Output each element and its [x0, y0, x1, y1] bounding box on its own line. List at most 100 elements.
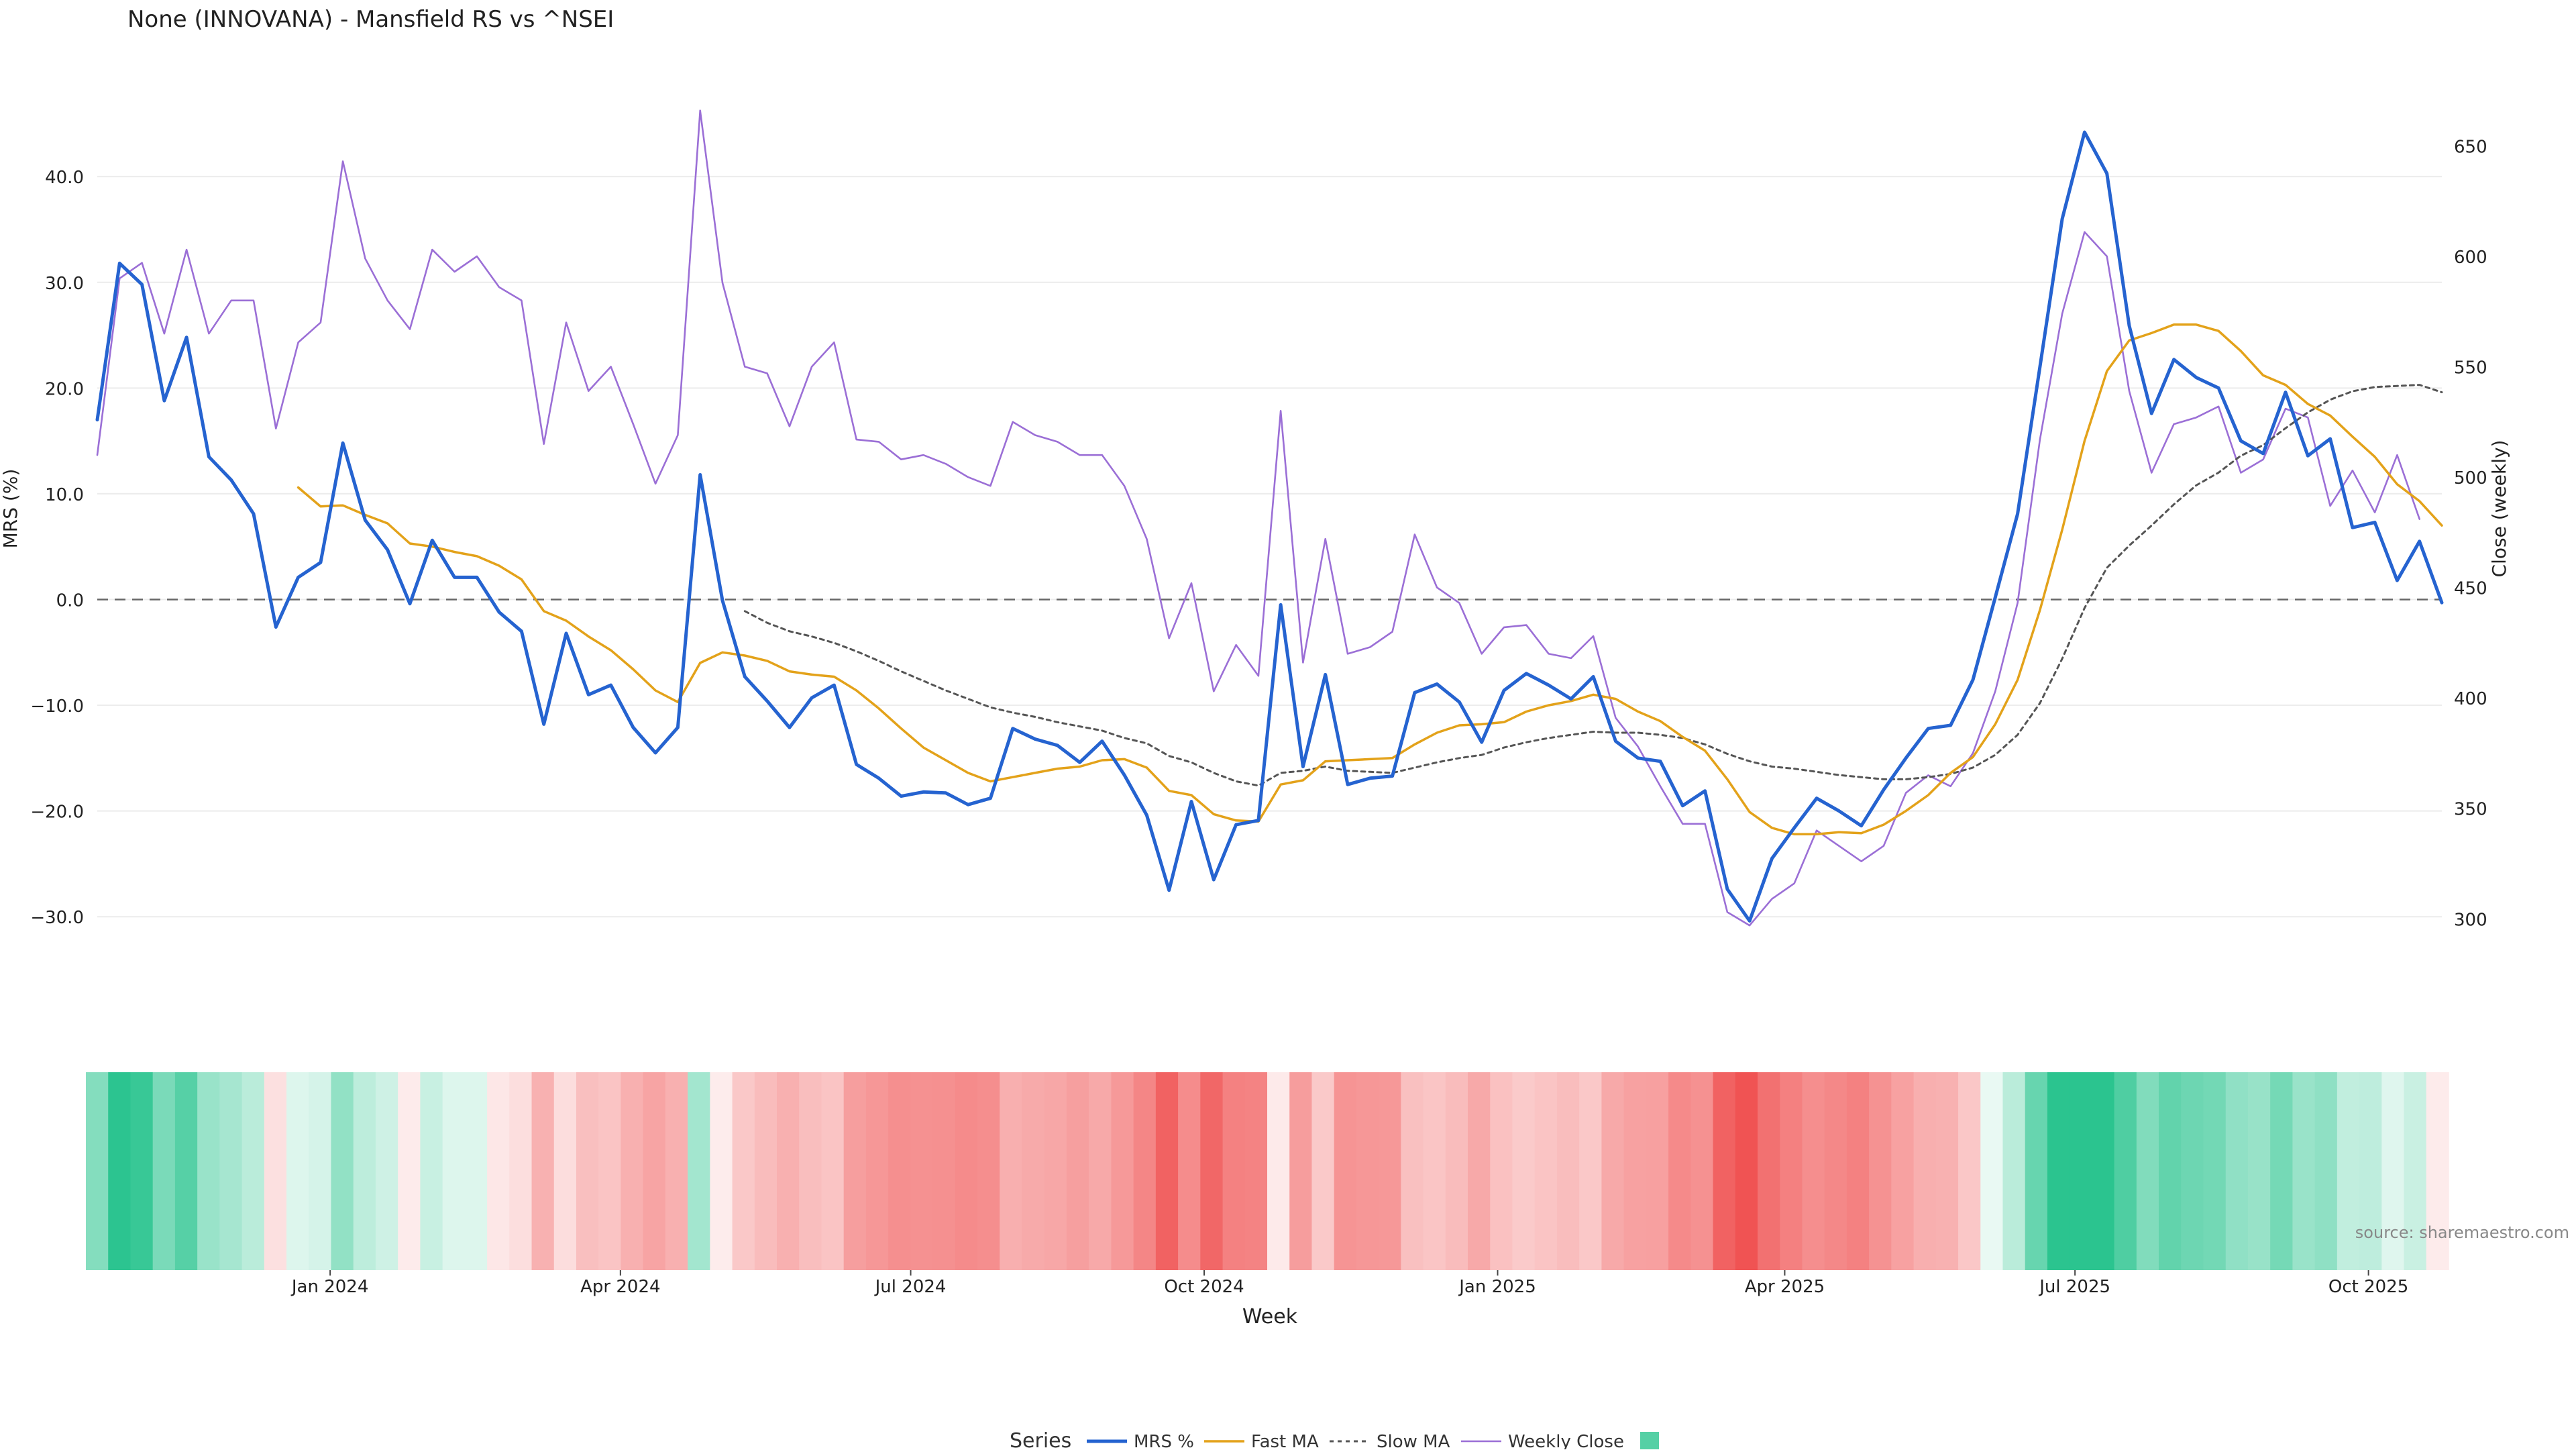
- heatmap-cell: [1980, 1072, 2004, 1270]
- y-tick-label: 10.0: [45, 485, 84, 505]
- heatmap-cell: [1802, 1072, 1825, 1270]
- x-tick-label: Apr 2024: [580, 1277, 660, 1297]
- heatmap-cell: [2047, 1072, 2070, 1270]
- heatmap-cell: [1579, 1072, 1603, 1270]
- heatmap-cell: [1735, 1072, 1758, 1270]
- heatmap-cell: [1267, 1072, 1291, 1270]
- y-tick-label: −10.0: [30, 696, 84, 717]
- heatmap-cell: [331, 1072, 354, 1270]
- y2-tick-label: 300: [2454, 910, 2487, 930]
- heatmap-cell: [2070, 1072, 2093, 1270]
- heatmap-cell: [2159, 1072, 2182, 1270]
- heatmap-cell: [309, 1072, 332, 1270]
- y-axis-label: MRS (%): [0, 469, 21, 549]
- heatmap-cell: [2136, 1072, 2159, 1270]
- heatmap-cell: [375, 1072, 398, 1270]
- heatmap-cell: [2025, 1072, 2048, 1270]
- x-tick-label: Jan 2024: [290, 1277, 369, 1297]
- heatmap-cell: [509, 1072, 533, 1270]
- heatmap-cell: [197, 1072, 221, 1270]
- y2-axis-label: Close (weekly): [2488, 440, 2510, 578]
- heatmap-cell: [643, 1072, 666, 1270]
- x-tick-label: Apr 2025: [1745, 1277, 1825, 1297]
- heatmap-cell: [1200, 1072, 1224, 1270]
- heatmap-cell: [464, 1072, 488, 1270]
- heatmap-cell: [2404, 1072, 2427, 1270]
- heatmap-cell: [1423, 1072, 1446, 1270]
- heatmap-cell: [130, 1072, 154, 1270]
- heatmap-cell: [1133, 1072, 1157, 1270]
- heatmap-cell: [665, 1072, 688, 1270]
- y-tick-label: −20.0: [30, 802, 84, 823]
- heatmap-cell: [1846, 1072, 1870, 1270]
- heatmap-cell: [1222, 1072, 1246, 1270]
- heatmap-cell: [1780, 1072, 1803, 1270]
- legend-title: Series: [1010, 1429, 1071, 1449]
- heatmap-cell: [1757, 1072, 1781, 1270]
- heatmap-cell: [86, 1072, 109, 1270]
- heatmap-cell: [2181, 1072, 2204, 1270]
- heatmap-cell: [2203, 1072, 2226, 1270]
- heatmap-cell: [1958, 1072, 1982, 1270]
- heatmap-cell: [1311, 1072, 1335, 1270]
- heatmap-cell: [1690, 1072, 1714, 1270]
- heatmap-cell: [1244, 1072, 1268, 1270]
- y-tick-label: −30.0: [30, 908, 84, 928]
- heatmap-cell: [688, 1072, 711, 1270]
- heatmap-cell: [1824, 1072, 1847, 1270]
- heatmap-cell: [286, 1072, 310, 1270]
- heatmap-cell: [799, 1072, 822, 1270]
- legend: Series MRS % Fast MA Slow MA Weekly Close: [1010, 1429, 1659, 1452]
- heatmap-cell: [1869, 1072, 1892, 1270]
- legend-label: Slow MA: [1377, 1432, 1450, 1449]
- heatmap-cell: [1178, 1072, 1201, 1270]
- x-tick-label: Jul 2025: [2038, 1277, 2110, 1297]
- source-note: source: sharemaestro.com: [2355, 1223, 2569, 1242]
- y-tick-label: 20.0: [45, 379, 84, 399]
- legend-key-heatmap: [1640, 1432, 1659, 1451]
- heatmap-cell: [843, 1072, 867, 1270]
- heatmap-cell: [1000, 1072, 1023, 1270]
- heatmap-cell: [1490, 1072, 1513, 1270]
- y2-tick-label: 600: [2454, 248, 2487, 268]
- mrs-line: [95, 130, 2444, 923]
- heatmap-cell: [932, 1072, 956, 1270]
- y2-tick-label: 550: [2454, 358, 2487, 378]
- legend-label: Weekly Close: [1508, 1432, 1624, 1449]
- heatmap-cell: [1601, 1072, 1625, 1270]
- right-axis: 650 600 550 500 450 400 350 300: [2454, 137, 2487, 930]
- heatmap-cell: [442, 1072, 466, 1270]
- y2-tick-label: 400: [2454, 689, 2487, 709]
- y2-tick-label: 650: [2454, 137, 2487, 157]
- heatmap-cell: [241, 1072, 265, 1270]
- fast-ma-line: [297, 323, 2443, 836]
- heatmap-cell: [1334, 1072, 1357, 1270]
- heatmap-cell: [152, 1072, 176, 1270]
- x-axis: Jan 2024 Apr 2024 Jul 2024 Oct 2024 Jan 2025…: [290, 1270, 2408, 1297]
- heatmap-cell: [865, 1072, 889, 1270]
- heatmap-cell: [732, 1072, 755, 1270]
- y2-tick-label: 350: [2454, 800, 2487, 820]
- x-axis-label: Week: [1242, 1305, 1298, 1329]
- x-tick-label: Oct 2025: [2328, 1277, 2408, 1297]
- heatmap-cell: [174, 1072, 198, 1270]
- heatmap-cell: [1111, 1072, 1134, 1270]
- series-lines: [95, 109, 2444, 927]
- heatmap-cell: [2270, 1072, 2294, 1270]
- heatmap-cell: [754, 1072, 777, 1270]
- y-tick-label: 30.0: [45, 274, 84, 294]
- heatmap-cell: [398, 1072, 421, 1270]
- heatmap-cell: [487, 1072, 511, 1270]
- heatmap-cell: [2314, 1072, 2338, 1270]
- heatmap-cell: [1913, 1072, 1937, 1270]
- heatmap-cell: [531, 1072, 555, 1270]
- y2-tick-label: 450: [2454, 579, 2487, 599]
- y2-tick-label: 500: [2454, 468, 2487, 488]
- heatmap-cell: [1022, 1072, 1045, 1270]
- heatmap-cell: [219, 1072, 243, 1270]
- heatmap-cell: [1401, 1072, 1424, 1270]
- heatmap-cell: [420, 1072, 443, 1270]
- heatmap-cell: [977, 1072, 1001, 1270]
- heatmap-cell: [1468, 1072, 1491, 1270]
